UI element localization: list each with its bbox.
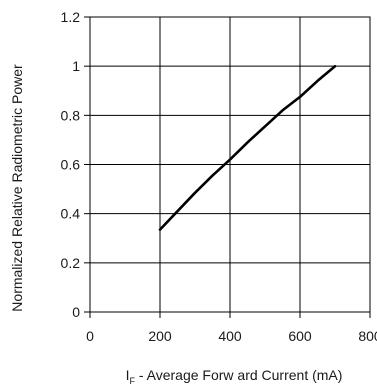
y-tick-label: 0	[72, 304, 80, 320]
x-tick-label: 0	[86, 328, 94, 344]
y-axis-title: Normalized Relative Radiometric Power	[9, 64, 25, 312]
y-tick-label: 1.2	[61, 9, 81, 25]
x-axis-title: IF - Average Forw ard Current (mA)	[126, 367, 343, 386]
y-axis-ticks: 0 0.2 0.4 0.6 0.8 1 1.2	[61, 9, 90, 320]
x-axis-title-subscript: F	[129, 376, 135, 386]
x-axis-title-text: - Average Forw ard Current (mA)	[135, 367, 342, 383]
x-tick-label: 800	[358, 328, 377, 344]
x-axis-title-symbol: I	[126, 367, 130, 383]
x-tick-label: 200	[148, 328, 172, 344]
series-layer	[158, 64, 337, 231]
grid-layer	[89, 16, 371, 313]
y-tick-label: 0.4	[61, 206, 81, 222]
y-tick-label: 0.2	[61, 255, 81, 271]
y-tick-label: 0.6	[61, 157, 81, 173]
y-tick-label: 1	[72, 58, 80, 74]
x-axis-ticks: 0 200 400 600 800	[86, 312, 377, 344]
x-tick-label: 400	[218, 328, 242, 344]
x-tick-label: 600	[288, 328, 312, 344]
series-line	[158, 64, 337, 231]
y-tick-label: 0.8	[61, 107, 81, 123]
